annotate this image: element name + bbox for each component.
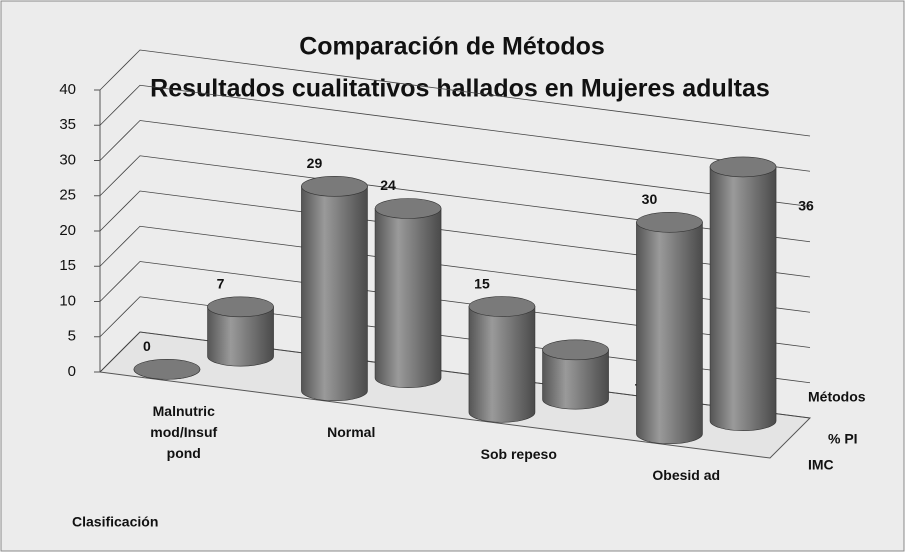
data-label: 29 [307, 155, 323, 171]
data-label: 30 [642, 191, 658, 207]
x-axis-title: Clasificación [72, 514, 158, 530]
data-label: 15 [474, 275, 490, 291]
grid-line [99, 261, 811, 348]
y-tick-label: 25 [59, 187, 76, 204]
bar [207, 306, 274, 367]
chart-title: Comparación de Métodos [299, 33, 605, 61]
grid-line [99, 84, 811, 172]
x-tick-label: Malnutric mod/Insuf pond [150, 402, 218, 461]
bar [636, 222, 703, 445]
data-label: 0 [143, 338, 151, 354]
x-tick-text: Malnutric mod/Insuf pond [150, 402, 218, 461]
bar [374, 208, 442, 388]
bar-top [133, 359, 201, 380]
data-label: 24 [380, 177, 396, 193]
bar-top [468, 296, 536, 317]
bar-top [207, 296, 274, 318]
bar-top [709, 156, 777, 178]
x-tick-text: Obesid ad [652, 467, 721, 484]
grid-line [99, 49, 811, 137]
grid-line [99, 190, 811, 278]
bar-top [636, 212, 703, 233]
bar [301, 186, 368, 402]
x-tick-text: Normal [327, 424, 376, 441]
bar [542, 349, 609, 410]
x-tick-label: Obesid ad [652, 467, 721, 484]
data-label: 7 [217, 276, 225, 292]
bar [468, 306, 536, 423]
grid-line [99, 120, 811, 207]
depth-tick-label: IMC [808, 457, 834, 473]
data-label: 36 [798, 198, 814, 214]
bar-top [542, 339, 609, 361]
y-tick-label: 30 [59, 151, 76, 168]
bar-top [374, 198, 442, 219]
y-tick-label: 15 [59, 257, 76, 274]
y-tick-label: 20 [59, 222, 76, 239]
x-tick-text: Sob repeso [480, 445, 557, 462]
grid-line [99, 225, 811, 313]
y-tick-label: 5 [68, 328, 76, 345]
y-tick-label: 40 [59, 81, 76, 98]
bar-top [301, 176, 368, 197]
y-tick-label: 10 [59, 292, 76, 309]
y-tick-label: 0 [68, 363, 76, 380]
grid-line [99, 155, 811, 243]
x-tick-label: Sob repeso [480, 445, 557, 462]
x-tick-label: Normal [327, 424, 376, 441]
y-tick-label: 35 [59, 116, 76, 133]
bar [709, 166, 777, 431]
depth-axis-title: Métodos [808, 389, 866, 405]
depth-tick-label: % PI [828, 431, 858, 447]
chart-subtitle: Resultados cualitativos hallados en Muje… [150, 75, 770, 103]
